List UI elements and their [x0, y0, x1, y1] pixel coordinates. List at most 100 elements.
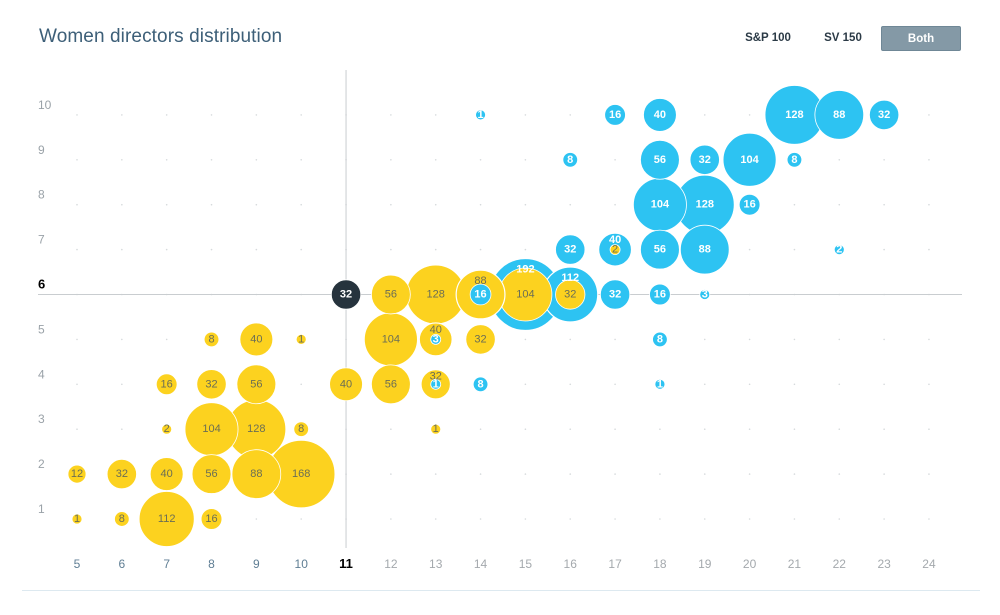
x-tick-label: 16	[564, 557, 578, 571]
bubble-value-label: 2	[836, 244, 842, 256]
bubble-value-label: 16	[609, 109, 621, 121]
sv150-bubble[interactable]	[814, 90, 865, 140]
sp100-bubble[interactable]	[371, 364, 411, 405]
grid-dot	[793, 203, 796, 206]
grid-dot	[76, 159, 78, 161]
grid-dot	[703, 338, 706, 341]
grid-dot	[614, 518, 616, 520]
sp100-bubble[interactable]	[465, 324, 496, 355]
sv150-bubble[interactable]	[430, 333, 442, 345]
sv150-bubble[interactable]	[654, 378, 666, 390]
bubble-value-label: 40	[340, 378, 352, 390]
y-tick-label: 5	[38, 322, 45, 336]
sp100-bubble[interactable]	[236, 364, 277, 405]
sv150-bubble[interactable]	[689, 144, 720, 175]
sp100-bubble[interactable]	[203, 331, 220, 348]
grid-dot	[838, 473, 841, 475]
sp100-bubble[interactable]	[67, 464, 87, 484]
x-tick-label: 7	[163, 557, 170, 571]
grid-dot	[614, 473, 616, 475]
grid-dot	[524, 518, 527, 520]
sp100-bubble[interactable]	[293, 421, 309, 437]
sp100-bubble[interactable]	[149, 457, 184, 491]
bubble-value-label: 56	[654, 244, 666, 256]
grid-dot	[524, 473, 527, 475]
sv150-bubble[interactable]	[699, 289, 711, 300]
sp100-bubble[interactable]	[329, 367, 363, 402]
sv150-bubble[interactable]	[833, 244, 845, 256]
sv150-bubble[interactable]	[469, 283, 492, 306]
sp100-bubble[interactable]	[239, 322, 274, 357]
bubble-value-label: 104	[740, 154, 759, 166]
sp100-bubble[interactable]	[555, 279, 586, 310]
x-tick-label: 13	[429, 557, 443, 571]
grid-dot	[569, 473, 572, 475]
x-tick-label: 23	[877, 557, 891, 571]
sv150-bubble[interactable]	[599, 279, 631, 310]
sv150-bubble[interactable]	[643, 98, 677, 132]
sv150-bubble[interactable]	[430, 378, 442, 390]
sv150-bubble[interactable]	[649, 283, 671, 306]
sv150-bubble[interactable]	[652, 331, 668, 348]
grid-dot	[793, 428, 796, 431]
grid-dot	[210, 114, 213, 116]
sp100-bubble[interactable]	[430, 423, 442, 435]
grid-dot	[255, 114, 258, 116]
sv150-bubble[interactable]	[562, 152, 578, 168]
sp100-bubble[interactable]	[196, 369, 227, 400]
sv150-bubble[interactable]	[869, 99, 900, 131]
grid-dot	[793, 473, 796, 475]
sp100-bubble[interactable]	[71, 513, 83, 525]
grid-dot	[434, 159, 437, 161]
grid-dot	[569, 203, 572, 206]
toggle-sv150-button[interactable]: SV 150	[824, 32, 862, 44]
grid-dot	[659, 473, 661, 475]
sv150-bubble[interactable]	[640, 229, 680, 270]
sp100-bubble[interactable]	[200, 508, 223, 530]
grid-dot	[76, 383, 78, 386]
toggle-both-button[interactable]: Both	[881, 26, 961, 51]
sp100-bubble[interactable]	[138, 491, 195, 547]
grid-dot	[569, 383, 572, 386]
bubble-value-label: 1	[298, 333, 304, 345]
bubble-value-label: 56	[654, 154, 666, 166]
sp100-bubble[interactable]	[609, 244, 621, 256]
sp100-bubble[interactable]	[191, 454, 232, 494]
sv150-bubble[interactable]	[679, 224, 730, 275]
bubble-value-label: 104	[516, 289, 534, 301]
toggle-sp100-button[interactable]: S&P 100	[745, 32, 791, 44]
sp100-bubble[interactable]	[155, 373, 178, 396]
bubble-value-label: 8	[657, 333, 663, 345]
x-tick-label: 19	[698, 557, 712, 571]
sp100-bubble[interactable]	[231, 449, 282, 499]
bubble-value-label: 32	[205, 378, 217, 390]
grid-dot	[524, 203, 527, 206]
sp100-bubble[interactable]	[161, 423, 173, 435]
y-tick-label: 2	[38, 457, 45, 471]
bubble-value-label: 128	[785, 109, 803, 121]
bubble-value-label: 8	[791, 154, 797, 166]
x-tick-label: 12	[384, 557, 398, 571]
sp100-bubble[interactable]	[295, 333, 307, 345]
sv150-bubble[interactable]	[640, 139, 680, 180]
sv150-bubble[interactable]	[722, 132, 777, 187]
grid-dot	[928, 203, 930, 206]
sv150-bubble[interactable]	[472, 376, 489, 393]
sp100-bubble[interactable]	[114, 511, 130, 527]
sv150-bubble[interactable]	[475, 109, 486, 121]
grid-dot	[300, 114, 303, 116]
sp100-bubble[interactable]	[371, 274, 411, 315]
bubble-value-label: 40	[161, 468, 173, 480]
bubble-value-label: 128	[427, 289, 445, 301]
grid-dot	[390, 203, 392, 206]
sv150-bubble[interactable]	[555, 234, 586, 265]
bubble-value-label: 104	[651, 199, 670, 211]
grid-dot	[928, 338, 930, 341]
sv150-bubble[interactable]	[604, 104, 626, 126]
sv150-bubble[interactable]	[786, 152, 803, 168]
grid-dot	[569, 428, 572, 431]
sp100-bubble[interactable]	[106, 458, 137, 490]
sp100-bubble[interactable]	[330, 279, 362, 310]
grid-dot	[121, 248, 123, 251]
sv150-bubble[interactable]	[738, 193, 761, 216]
